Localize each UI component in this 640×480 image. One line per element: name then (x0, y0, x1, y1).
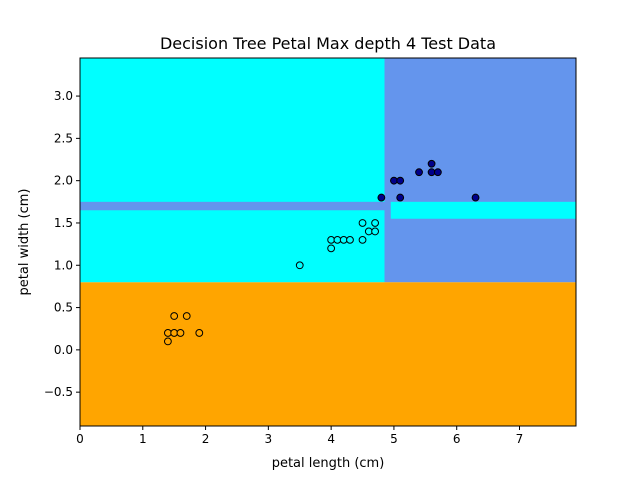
point-class-2-4 (396, 176, 405, 185)
x-tick-label: 0 (76, 432, 84, 446)
point-class-2-0 (377, 193, 386, 202)
y-tick-label: 3.0 (54, 89, 73, 103)
point-class-0-5 (170, 312, 179, 320)
point-class-0-4 (195, 329, 204, 337)
x-axis: 0 1 2 3 4 5 6 7 (76, 426, 523, 446)
y-tick-label: 1.5 (54, 216, 73, 230)
x-tick-label: 5 (390, 432, 398, 446)
point-class-1-1 (327, 244, 336, 253)
point-class-2-8 (427, 159, 436, 168)
point-class-1-8 (371, 227, 379, 236)
x-axis-label: petal length (cm) (272, 456, 385, 471)
region-class-2-2 (384, 58, 576, 283)
point-class-1-0 (295, 261, 304, 270)
region-class-1-4 (390, 201, 576, 219)
point-class-2-2 (471, 193, 480, 202)
y-tick-label: 0.0 (54, 343, 73, 357)
decision-regions (80, 58, 576, 426)
x-tick-label: 4 (327, 432, 335, 446)
region-class-0-0 (80, 282, 576, 426)
y-axis-label: petal width (cm) (17, 189, 32, 296)
point-class-1-6 (358, 235, 367, 244)
point-class-1-9 (358, 219, 367, 227)
chart-title: Decision Tree Petal Max depth 4 Test Dat… (160, 34, 496, 53)
point-class-2-5 (415, 168, 423, 177)
y-axis: −0.5 0.0 0.5 1.0 1.5 2.0 2.5 3.0 (44, 89, 80, 399)
data-points (163, 159, 480, 346)
x-tick-label: 3 (265, 432, 273, 446)
point-class-0-6 (182, 312, 191, 320)
y-tick-label: 0.5 (54, 301, 73, 315)
region-class-2-3 (80, 201, 385, 211)
x-tick-label: 2 (202, 432, 210, 446)
point-class-2-7 (433, 168, 442, 177)
x-tick-label: 1 (139, 432, 147, 446)
y-tick-label: 2.5 (54, 131, 73, 145)
x-tick-label: 7 (516, 432, 524, 446)
point-class-1-5 (346, 235, 354, 244)
point-class-1-10 (371, 219, 379, 227)
y-tick-label: 2.0 (54, 174, 73, 188)
plot-frame (79, 57, 577, 427)
point-class-2-1 (396, 193, 405, 202)
y-tick-label: 1.0 (54, 258, 73, 272)
region-class-1-1 (80, 58, 385, 283)
point-class-0-3 (176, 329, 185, 337)
y-tick-label: −0.5 (44, 385, 73, 399)
x-tick-label: 6 (453, 432, 461, 446)
point-class-0-0 (163, 337, 172, 346)
